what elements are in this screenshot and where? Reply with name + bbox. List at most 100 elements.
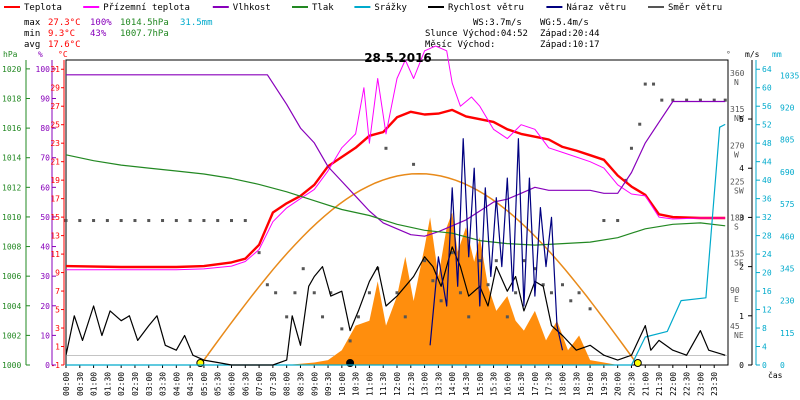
series-line-4 — [66, 123, 726, 366]
direction-tick-value-7: 360 — [730, 69, 745, 78]
x-tick-label-24: 12:00 — [393, 372, 402, 396]
x-tick-label-30: 15:00 — [476, 372, 485, 396]
wind-direction-dot-2 — [92, 219, 96, 223]
x-tick-label-4: 02:00 — [117, 372, 126, 396]
temp-tick-label-3: 5 — [55, 306, 60, 315]
wind-direction-dot-20 — [312, 291, 316, 295]
wind-direction-dot-38 — [478, 259, 482, 263]
direction-tick-value-5: 270 — [730, 141, 745, 150]
wind-right-tick-label-12: 48 — [762, 139, 772, 148]
pressure-tick-label-6: 1012 — [2, 183, 21, 192]
wind-direction-dot-32 — [423, 259, 427, 263]
pressure-tick-label-8: 1016 — [2, 124, 21, 133]
x-tick-label-2: 01:00 — [90, 372, 99, 396]
wind-direction-dot-61 — [698, 98, 702, 102]
wind-direction-dot-15 — [265, 283, 269, 287]
wind-direction-dot-59 — [671, 98, 675, 102]
chart-date: 28.5.2016 — [364, 51, 432, 65]
wind-direction-dot-42 — [514, 291, 518, 295]
pressure-tick-label-2: 1004 — [2, 302, 21, 311]
temp-tick-label-10: 19 — [50, 176, 60, 185]
wind-direction-dot-50 — [588, 307, 592, 311]
rain-tick-label-5: 575 — [780, 200, 795, 209]
radiation-area — [259, 212, 618, 365]
wind-direction-dot-12 — [230, 219, 233, 223]
wind-direction-dot-24 — [348, 339, 352, 343]
direction-tick-value-2: 135 — [730, 250, 745, 259]
x-tick-label-19: 09:30 — [324, 372, 333, 396]
temp-tick-label-11: 21 — [50, 158, 60, 167]
x-tick-label-14: 07:00 — [255, 372, 264, 396]
wind-right-tick-label-6: 24 — [762, 250, 772, 259]
direction-tick-label-4: SW — [734, 186, 744, 195]
wind-right-tick-label-14: 56 — [762, 102, 772, 111]
stat-sun: Slunce Východ:04:52 — [425, 29, 528, 39]
wind-direction-dot-23 — [340, 327, 344, 331]
x-tick-label-45: 22:30 — [683, 372, 692, 396]
x-tick-label-35: 17:30 — [545, 372, 554, 396]
rain-axis-unit: mm — [772, 50, 782, 59]
wind-direction-dot-37 — [467, 315, 471, 319]
stat-max-temp: 27.3°C — [48, 18, 81, 28]
wind-right-tick-label-16: 64 — [762, 65, 772, 74]
wind-direction-dot-26 — [367, 291, 371, 295]
x-tick-label-31: 15:30 — [490, 372, 499, 396]
pressure-tick-label-1: 1002 — [2, 331, 21, 340]
wind-direction-dot-48 — [569, 299, 573, 303]
wind-right-tick-label-0: 0 — [762, 361, 767, 370]
pressure-axis-unit: hPa — [3, 50, 18, 59]
wind-right-tick-label-5: 20 — [762, 269, 772, 278]
wind-right-tick-label-1: 4 — [762, 343, 767, 352]
stat-min-label: min — [24, 29, 40, 39]
direction-tick-value-0: 45 — [730, 322, 740, 331]
direction-tick-value-3: 180 — [730, 214, 745, 223]
x-tick-label-43: 21:30 — [655, 372, 664, 396]
x-tick-label-32: 16:00 — [503, 372, 512, 396]
stat-sun-set: Západ:20:44 — [540, 29, 600, 39]
temp-tick-label-13: 25 — [50, 121, 60, 130]
pressure-tick-label-10: 1020 — [2, 65, 21, 74]
legend-label-0: Teplota — [24, 3, 62, 13]
legend-label-3: Tlak — [312, 3, 334, 13]
direction-tick-value-1: 90 — [730, 286, 740, 295]
series-line-3 — [65, 154, 726, 246]
wind-axis-unit: m/s — [745, 50, 760, 59]
wind-direction-dot-6 — [147, 219, 151, 223]
legend-label-4: Srážky — [374, 3, 407, 13]
stat-max-label: max — [24, 18, 41, 28]
x-tick-label-34: 17:00 — [531, 372, 540, 396]
x-tick-label-6: 03:00 — [145, 372, 154, 396]
wind-right-tick-label-7: 28 — [762, 232, 772, 241]
wind-direction-dot-52 — [616, 219, 620, 223]
wind-direction-dot-62 — [712, 98, 716, 102]
temp-tick-label-14: 27 — [50, 102, 60, 111]
temp-tick-label-9: 17 — [50, 195, 60, 204]
wind-direction-dot-35 — [450, 251, 454, 255]
series-line-0 — [65, 108, 726, 269]
plot-area — [64, 45, 727, 367]
wind-direction-dot-46 — [549, 291, 553, 295]
stat-min-hum: 43% — [90, 29, 107, 39]
pressure-tick-label-0: 1000 — [2, 361, 21, 370]
x-tick-label-27: 13:30 — [434, 372, 443, 396]
rain-tick-label-6: 690 — [780, 168, 795, 177]
wind-right-tick-label-13: 52 — [762, 121, 772, 130]
pressure-tick-label-9: 1018 — [2, 94, 21, 103]
rain-tick-label-7: 805 — [780, 136, 795, 145]
wind-right-tick-label-9: 36 — [762, 195, 772, 204]
humidity-tick-label-9: 90 — [40, 94, 50, 103]
wind-direction-dot-11 — [216, 219, 220, 223]
wind-right-tick-label-11: 44 — [762, 158, 772, 167]
direction-tick-label-0: NE — [734, 331, 744, 340]
wind-direction-dot-63 — [723, 98, 727, 102]
x-tick-label-7: 03:30 — [159, 372, 168, 396]
wind-direction-dot-13 — [243, 219, 247, 223]
humidity-tick-label-5: 50 — [40, 213, 50, 222]
x-tick-label-37: 18:30 — [572, 372, 581, 396]
wind-direction-dot-56 — [643, 82, 647, 86]
wind-tick-label-1: 1 — [739, 312, 744, 321]
x-tick-label-22: 11:00 — [365, 372, 374, 396]
x-tick-label-9: 04:30 — [186, 372, 195, 396]
pressure-tick-label-4: 1008 — [2, 243, 21, 252]
